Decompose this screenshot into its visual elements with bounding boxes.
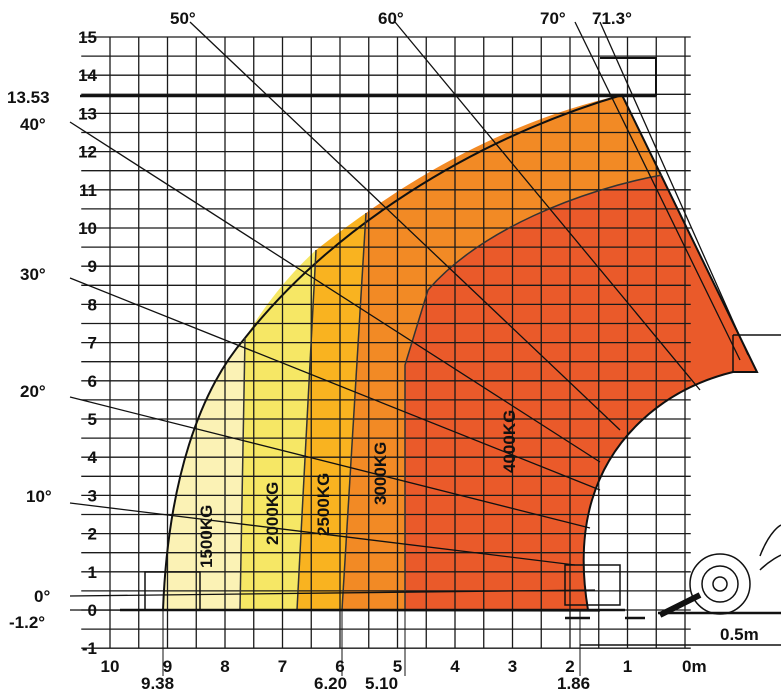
zone-label-2000kg: 2000KG [263, 482, 282, 545]
ray-71-3 [599, 21, 749, 356]
max-height-label: 13.53 [7, 88, 50, 107]
scale-annotation: 0.5m [720, 625, 759, 644]
y-tick-label: 14 [78, 66, 97, 85]
marked-x-1-86: 1.86 [557, 674, 590, 691]
y-tick-label: 6 [88, 372, 97, 391]
ray-30 [69, 277, 601, 491]
x-unit-label: 0m [682, 657, 707, 676]
marked-x-leaders [162, 610, 581, 676]
zone-fill-2000kg [240, 250, 316, 610]
zone-label-4000kg: 4000KG [500, 410, 519, 473]
angle-label: 71.3° [592, 9, 632, 28]
y-tick-label: 9 [88, 257, 97, 276]
x-tick-label: 1 [623, 657, 632, 676]
ray-0 [69, 589, 596, 597]
angle-label: 10° [26, 487, 52, 506]
ray-10 [69, 502, 576, 566]
y-tick-label: 15 [78, 28, 97, 47]
x-tick-label: 8 [220, 657, 229, 676]
y-tick-label: 12 [78, 143, 97, 162]
x-tick-label: 3 [508, 657, 517, 676]
envelope-outline [162, 93, 759, 611]
y-tick-label: 3 [88, 486, 97, 505]
angle-label: 40° [20, 115, 46, 134]
x-tick-label: 10 [101, 657, 120, 676]
marked-x-9-38: 9.38 [141, 674, 174, 691]
zone-dividers [239, 174, 663, 611]
zone-fill-2500kg [297, 213, 366, 610]
x-tick-label: 9 [163, 657, 172, 676]
boom-tip-bracket [600, 57, 657, 96]
y-tick-label: 13 [78, 104, 97, 123]
marked-x-5-10: 5.10 [365, 674, 398, 691]
ray-70 [574, 21, 741, 361]
ray-40 [69, 121, 601, 463]
y-tick-label: 1 [88, 563, 97, 582]
x-tick-label: 7 [278, 657, 287, 676]
fork-right [564, 564, 621, 606]
y-tick-label: 5 [88, 410, 97, 429]
y-tick-label: 0 [88, 601, 97, 620]
angle-label: -1.2° [9, 613, 45, 632]
x-tick-label: 2 [565, 657, 574, 676]
x-tick-label: 6 [335, 657, 344, 676]
ray-20 [69, 396, 591, 529]
ray-50 [189, 21, 621, 431]
zone-fill-1500kg [163, 338, 245, 610]
zone-label-2500kg: 2500KG [314, 473, 333, 536]
zone-label-1500kg: 1500KG [197, 505, 216, 568]
y-tick-label: 10 [78, 219, 97, 238]
y-tick-label: 11 [79, 181, 97, 200]
ray-60 [394, 21, 701, 391]
angle-label: 50° [170, 9, 196, 28]
x-axis-ticks: 10 9 8 7 6 5 4 3 2 1 [101, 657, 633, 676]
y-tick-label: 7 [88, 334, 97, 353]
marked-x-6-20: 6.20 [314, 674, 347, 691]
x-tick-label: 4 [450, 657, 460, 676]
angle-label: 20° [20, 382, 46, 401]
y-tick-label: 4 [88, 448, 98, 467]
y-tick-label: 2 [88, 525, 97, 544]
angle-label: 60° [378, 9, 404, 28]
zone-label-3000kg: 3000KG [371, 442, 390, 505]
x-tick-label: 5 [393, 657, 402, 676]
angle-label: 30° [20, 265, 46, 284]
tip-right-side [732, 334, 781, 372]
angle-labels: -1.2° 0° 10° 20° 30° 40° 50° 60° 70° 71.3° [9, 9, 632, 632]
vehicle-wheel-icon [689, 524, 781, 615]
y-tick-label: 8 [88, 295, 97, 314]
y-tick-label: -1 [82, 639, 97, 658]
zone-fill-3000kg [342, 95, 662, 610]
angle-label: 0° [34, 587, 50, 606]
angle-label: 70° [540, 9, 566, 28]
